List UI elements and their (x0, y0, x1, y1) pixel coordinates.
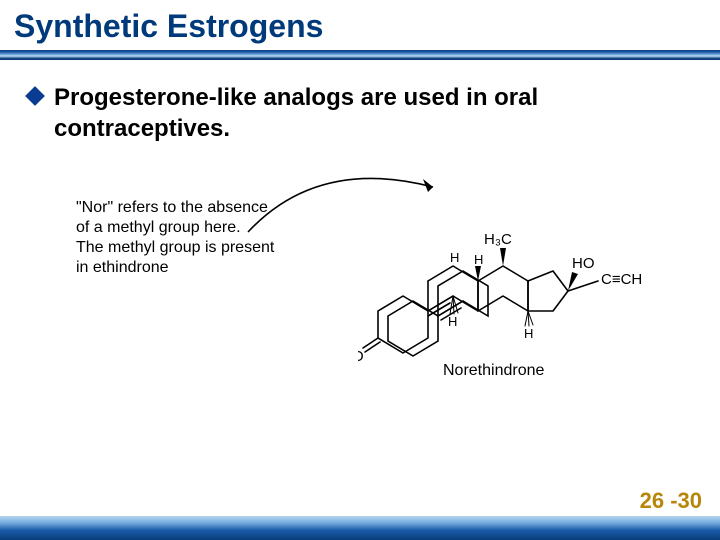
molecule-structure: H₃C HO C≡CH O H H H H (358, 166, 678, 376)
label-h: H (524, 326, 533, 341)
note-line: in ethindrone (76, 259, 169, 276)
label-h: H (474, 252, 483, 267)
label-o: O (358, 348, 364, 365)
figure: "Nor" refers to the absence of a methyl … (28, 172, 692, 402)
page-title: Synthetic Estrogens (0, 0, 720, 45)
footer-bar (0, 516, 720, 540)
label-ch3: H₃C (484, 231, 512, 248)
diamond-bullet-icon (25, 86, 45, 106)
molecule-caption: Norethindrone (443, 362, 544, 380)
label-alkyne: C≡CH (601, 271, 642, 288)
bullet-row: Progesterone-like analogs are used in or… (28, 82, 692, 144)
label-h: H (450, 250, 459, 265)
title-underline (0, 50, 720, 60)
content-area: Progesterone-like analogs are used in or… (0, 60, 720, 402)
note-line: of a methyl group here. (76, 219, 241, 236)
label-h: H (448, 314, 457, 329)
page-number: 26 -30 (640, 488, 702, 514)
label-ho: HO (572, 255, 595, 272)
bullet-text: Progesterone-like analogs are used in or… (54, 82, 692, 144)
title-bar: Synthetic Estrogens (0, 0, 720, 60)
